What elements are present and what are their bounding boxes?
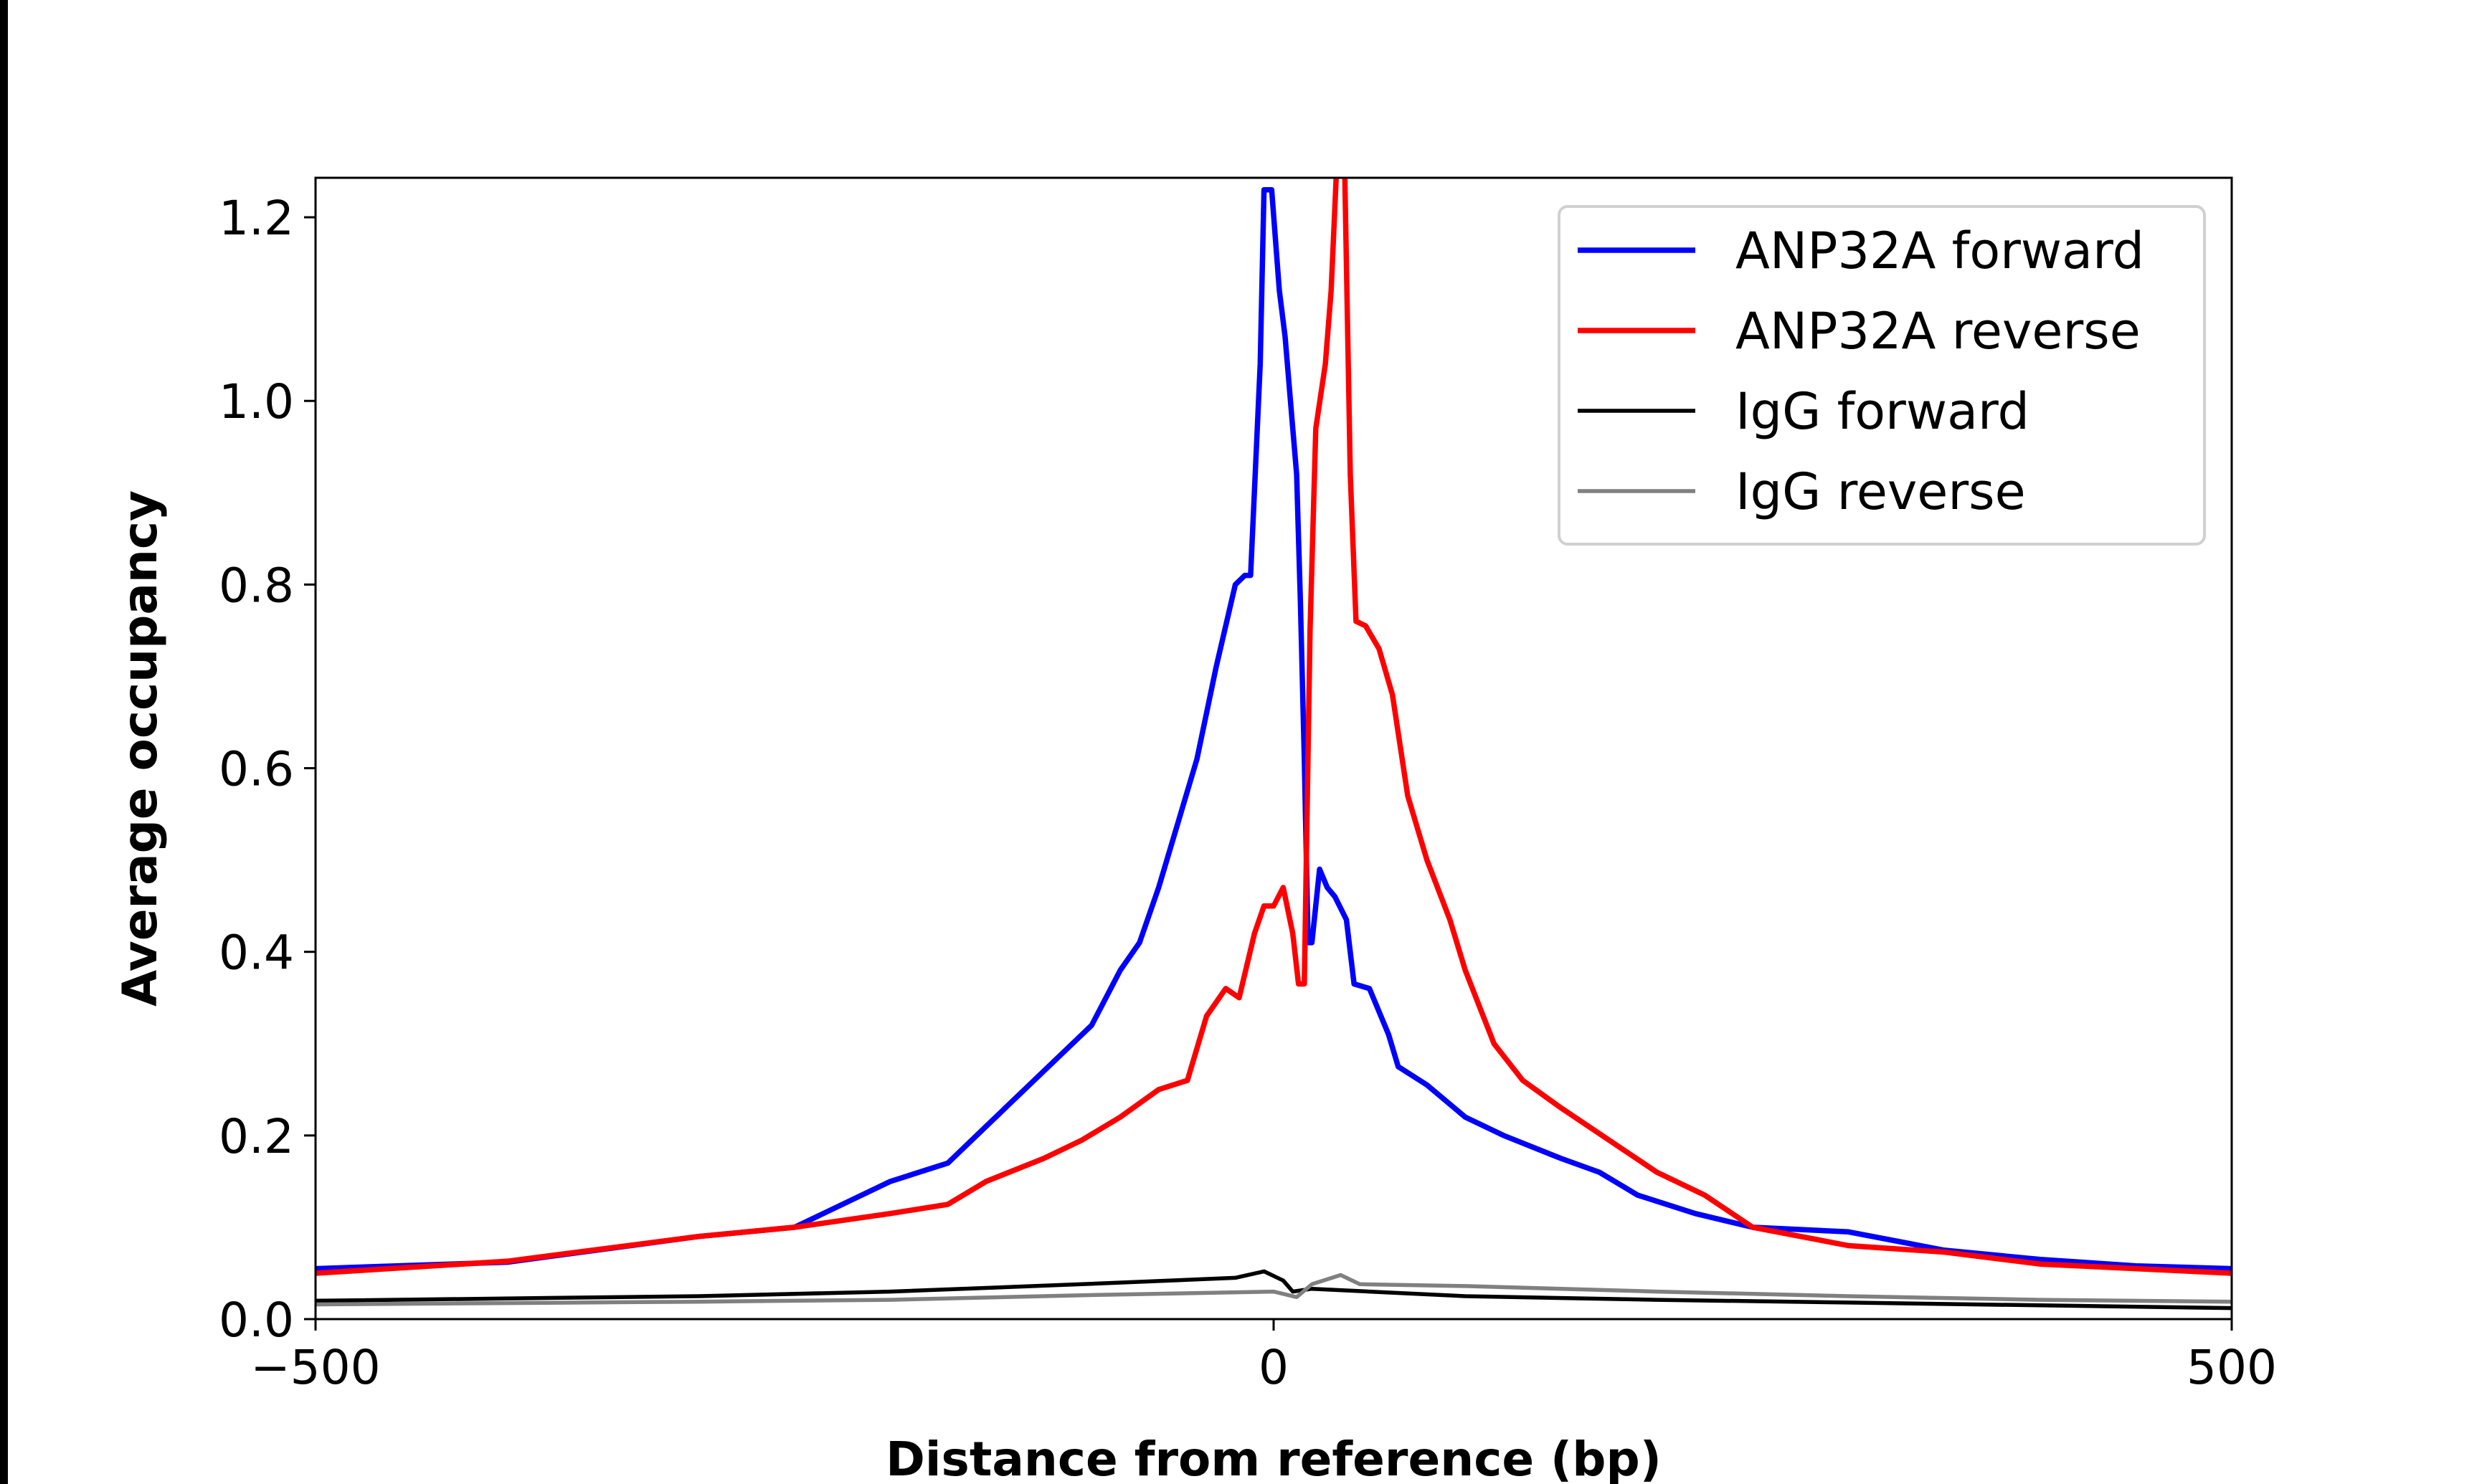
y-tick-label: 0.8 [219, 558, 294, 613]
y-axis-label: Average occupancy [113, 490, 168, 1007]
series-line-anp32a-forward [316, 186, 2232, 1272]
legend-label: ANP32A reverse [1735, 302, 2141, 361]
legend: ANP32A forward ANP32A reverse IgG forward I… [1558, 205, 2206, 546]
x-tick-label: −500 [250, 1340, 380, 1395]
y-tick-label: 0.0 [219, 1293, 294, 1348]
legend-box [1558, 205, 2206, 546]
series-line-anp32a-reverse [316, 178, 2232, 1276]
series-line-igg-reverse [316, 1273, 2232, 1307]
legend-label: ANP32A forward [1735, 222, 2144, 280]
y-tick-label: 0.2 [219, 1109, 294, 1164]
left-border [0, 0, 8, 1484]
ticks-layer: −500 0 500 0.0 0.2 0.4 0.6 0.8 1.0 1.2 [219, 191, 2277, 1395]
y-tick-label: 1.0 [219, 374, 294, 429]
y-tick-label: 0.4 [219, 926, 294, 981]
x-tick-label: 500 [2187, 1340, 2277, 1395]
x-tick-label: 0 [1259, 1340, 1289, 1395]
legend-label: IgG forward [1735, 382, 2029, 441]
y-tick-label: 1.2 [219, 191, 294, 246]
legend-label: IgG reverse [1735, 462, 2026, 521]
x-axis-label: Distance from reference (bp) [886, 1432, 1662, 1484]
y-tick-label: 0.6 [219, 742, 294, 797]
series-line-igg-forward [316, 1269, 2232, 1311]
series-layer [316, 178, 2232, 1311]
